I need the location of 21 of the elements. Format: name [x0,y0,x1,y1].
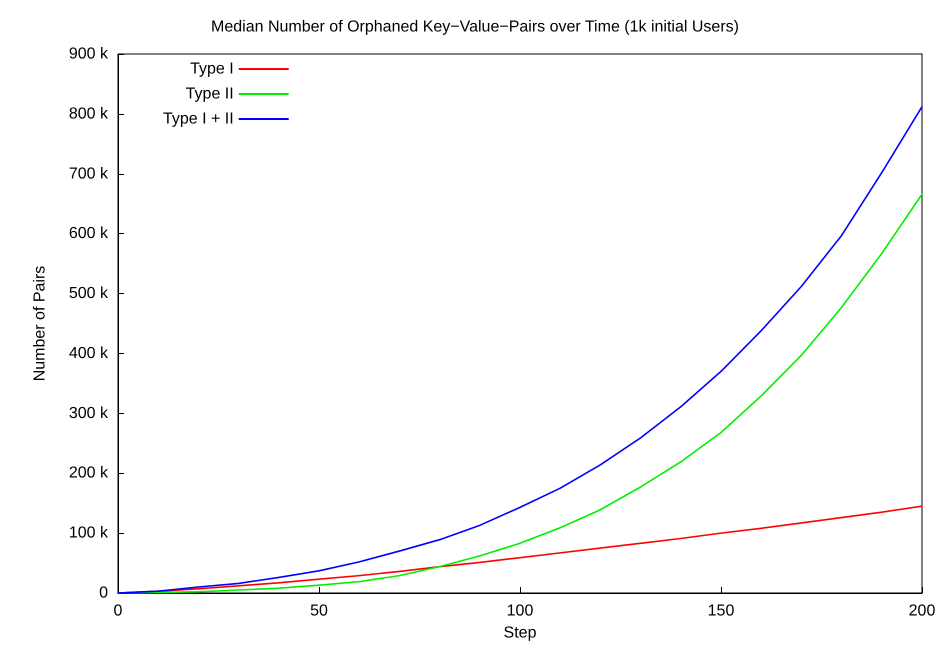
x-axis-title: Step [504,624,537,642]
y-tick-label: 100 k [68,524,109,542]
y-axis-title: Number of Pairs [32,266,48,382]
legend-label: Type II [186,86,234,102]
y-tick-label: 400 k [68,344,109,362]
y-tick-label: 200 k [68,464,109,482]
chart-title: Median Number of Orphaned Key−Value−Pairs over Time (1k initial Users) [211,18,739,36]
x-tick-label: 0 [114,602,123,620]
x-tick-label: 100 [506,602,534,620]
y-tick-label: 700 k [68,165,109,182]
y-tick-label: 800 k [68,105,109,122]
y-tick-label: 0 [99,584,108,602]
y-tick-label: 500 k [68,285,109,302]
y-tick-label: 900 k [68,46,109,62]
y-tick-label: 300 k [68,404,109,422]
x-tick-label: 50 [310,602,328,620]
x-tick-label: 150 [708,602,734,620]
legend-label: Type I + II [163,110,234,128]
x-tick-label: 200 [908,602,936,620]
y-tick-label: 600 k [68,225,109,242]
legend-label: Type I [190,60,234,78]
